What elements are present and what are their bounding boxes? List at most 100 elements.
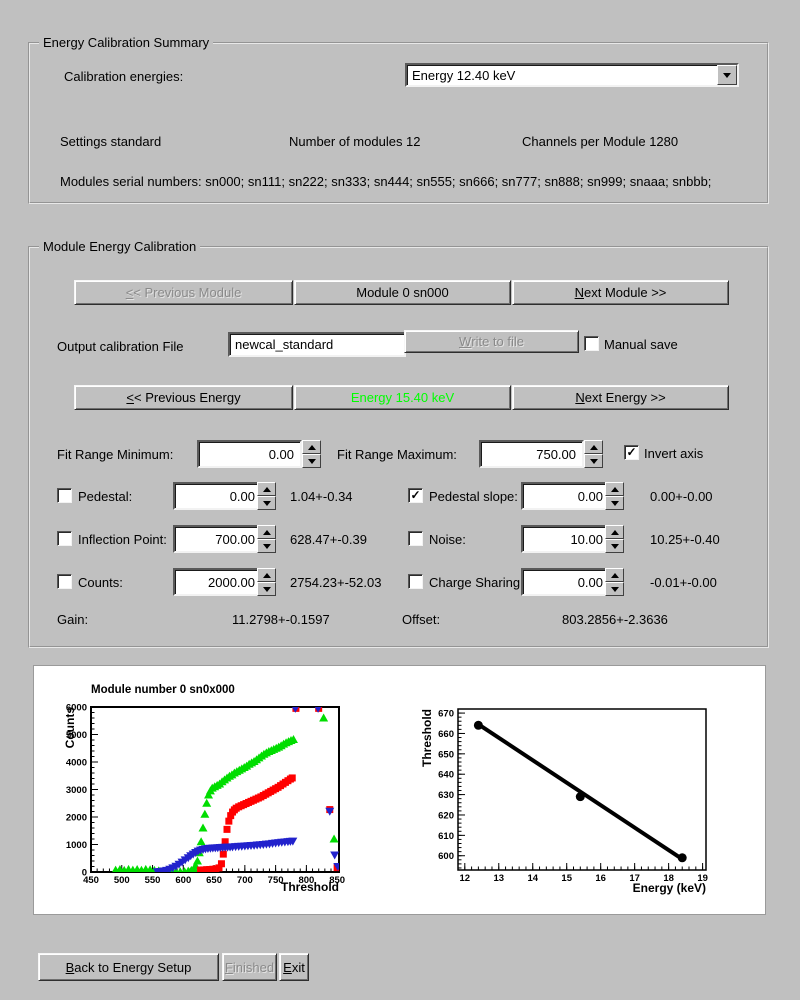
counts-input[interactable]: 2000.00	[173, 568, 263, 596]
button-label-accel: E	[283, 959, 292, 975]
spin-up-button[interactable]	[257, 568, 276, 582]
svg-text:500: 500	[114, 875, 130, 886]
arrow-up-icon	[262, 486, 271, 492]
current-energy-button[interactable]: Energy 15.40 keV	[294, 385, 511, 410]
spin-down-button[interactable]	[605, 539, 624, 553]
axis-titles: Module number 0 sn0x000 Threshold Counts	[63, 684, 339, 894]
svg-text:640: 640	[438, 770, 454, 781]
button-label: rite to file	[471, 334, 525, 349]
pedestal-slope-checkbox[interactable]: ✓	[408, 488, 423, 503]
pedestal-input[interactable]: 0.00	[173, 482, 263, 510]
button-label-accel: B	[65, 959, 75, 975]
inflection-point-label: Inflection Point:	[78, 532, 167, 547]
spin-down-button[interactable]	[605, 496, 624, 510]
chevron-down-icon	[723, 72, 731, 78]
arrow-up-icon	[262, 572, 271, 578]
spin-down-button[interactable]	[605, 582, 624, 596]
scurve-energy-12.40keV	[197, 707, 339, 872]
spin-down-button[interactable]	[302, 454, 321, 468]
spin-up-button[interactable]	[605, 568, 624, 582]
charge-sharing-value: 0.00	[577, 574, 603, 590]
pedestal-slope-fit-value: 0.00+-0.00	[650, 489, 713, 504]
svg-text:6000: 6000	[66, 703, 87, 714]
fit-range-min-value: 0.00	[268, 446, 294, 462]
output-file-label: Output calibration File	[57, 339, 184, 354]
axis-titles: Energy (keV) Threshold	[420, 709, 706, 895]
invert-axis-label: Invert axis	[644, 446, 704, 461]
svg-text:450: 450	[83, 875, 99, 886]
noise-fit-value: 10.25+-0.40	[650, 532, 720, 547]
pedestal-slope-input[interactable]: 0.00	[521, 482, 611, 510]
fit-range-min-input[interactable]: 0.00	[197, 440, 302, 468]
invert-axis-checkbox[interactable]: ✓	[624, 445, 639, 460]
spin-up-button[interactable]	[605, 482, 624, 496]
calibration-points	[473, 720, 687, 863]
inflection-point-checkbox[interactable]	[57, 531, 72, 546]
counts-value: 2000.00	[208, 574, 255, 590]
svg-text:800: 800	[298, 875, 314, 886]
calibration-energies-label: Calibration energies:	[64, 69, 184, 84]
scurve-energy-15.40keV	[112, 713, 339, 872]
manual-save-checkbox[interactable]	[584, 336, 599, 351]
gain-label: Gain:	[57, 612, 89, 627]
button-label-accel: F	[224, 959, 233, 975]
spin-up-button[interactable]	[584, 440, 603, 454]
noise-input[interactable]: 10.00	[521, 525, 611, 553]
inflection-point-fit-value: 628.47+-0.39	[290, 532, 367, 547]
arrow-down-icon	[610, 586, 619, 592]
spin-down-button[interactable]	[257, 539, 276, 553]
pedestal-checkbox[interactable]	[57, 488, 72, 503]
arrow-up-icon	[262, 529, 271, 535]
previous-energy-button[interactable]: < < Previous Energy	[74, 385, 293, 410]
fit-range-max-label: Fit Range Maximum:	[337, 447, 457, 462]
plot-pad: 450 500 550 600 650 700 750 800 850 0 1000 2000 3000…	[63, 684, 345, 894]
spin-down-button[interactable]	[257, 496, 276, 510]
charge-sharing-input[interactable]: 0.00	[521, 568, 611, 596]
noise-label: Noise:	[429, 532, 466, 547]
root-canvas-panel: 450 500 550 600 650 700 750 800 850 0 1000 2000 3000…	[33, 665, 766, 915]
fit-range-max-input[interactable]: 750.00	[479, 440, 584, 468]
group-title: Energy Calibration Summary	[39, 35, 214, 50]
spin-up-button[interactable]	[257, 525, 276, 539]
module-label-button[interactable]: Module 0 sn000	[294, 280, 511, 305]
svg-text:650: 650	[206, 875, 222, 886]
spin-up-button[interactable]	[605, 525, 624, 539]
svg-text:16: 16	[595, 873, 606, 884]
inflection-point-input[interactable]: 700.00	[173, 525, 263, 553]
spin-down-button[interactable]	[257, 582, 276, 596]
button-label: xit	[291, 959, 305, 975]
button-label-accel: N	[574, 285, 584, 300]
svg-text:750: 750	[268, 875, 284, 886]
gain-value: 11.2798+-0.1597	[232, 612, 330, 627]
arrow-up-icon	[610, 486, 619, 492]
spin-up-button[interactable]	[302, 440, 321, 454]
svg-text:630: 630	[438, 790, 454, 801]
previous-module-button[interactable]: < < Previous Module	[74, 280, 293, 305]
arrow-down-icon	[610, 543, 619, 549]
button-label: ack to Energy Setup	[74, 959, 192, 975]
charge-sharing-fit-value: -0.01+-0.00	[650, 575, 717, 590]
arrow-up-icon	[610, 572, 619, 578]
dropdown-arrow-button[interactable]	[717, 65, 737, 85]
svg-text:550: 550	[145, 875, 161, 886]
svg-text:Energy (keV): Energy (keV)	[633, 881, 706, 895]
counts-checkbox[interactable]	[57, 574, 72, 589]
button-label: Energy 15.40 keV	[350, 390, 455, 405]
spin-down-button[interactable]	[584, 454, 603, 468]
button-label-accel: N	[575, 390, 585, 405]
arrow-up-icon	[307, 444, 316, 450]
output-file-input[interactable]: newcal_standard	[228, 332, 406, 357]
fit-range-min-label: Fit Range Minimum:	[57, 447, 174, 462]
spin-up-button[interactable]	[257, 482, 276, 496]
offset-label: Offset:	[402, 612, 441, 627]
energy-dropdown[interactable]: Energy 12.40 keV	[405, 63, 739, 87]
charge-sharing-checkbox[interactable]	[408, 574, 423, 589]
svg-text:670: 670	[438, 709, 454, 720]
noise-checkbox[interactable]	[408, 531, 423, 546]
